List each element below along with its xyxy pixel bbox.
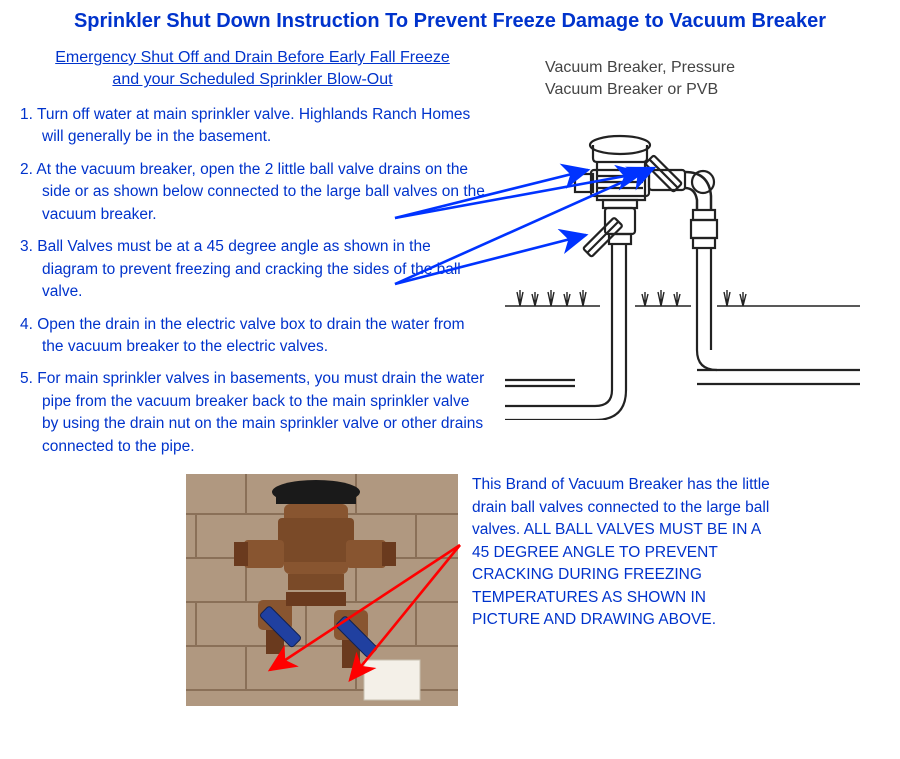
diagram-label-line-2: Vacuum Breaker or PVB: [545, 81, 718, 98]
vacuum-breaker-photo-svg: [186, 474, 458, 706]
instructions-column: Emergency Shut Off and Drain Before Earl…: [20, 47, 485, 468]
bottom-row: This Brand of Vacuum Breaker has the lit…: [20, 474, 880, 706]
pvb-diagram: [505, 110, 860, 420]
photo-caption: This Brand of Vacuum Breaker has the lit…: [472, 474, 772, 706]
content-row: Emergency Shut Off and Drain Before Earl…: [20, 47, 880, 468]
subtitle-line-2: and your Scheduled Sprinkler Blow-Out: [112, 71, 392, 88]
subtitle-line-1: Emergency Shut Off and Drain Before Earl…: [55, 49, 450, 66]
step-5: 5. For main sprinkler valves in basement…: [20, 368, 485, 458]
page-title: Sprinkler Shut Down Instruction To Preve…: [20, 10, 880, 33]
vacuum-breaker-photo: [186, 474, 458, 706]
step-1: 1. Turn off water at main sprinkler valv…: [20, 104, 485, 149]
diagram-column: Vacuum Breaker, Pressure Vacuum Breaker …: [505, 47, 860, 468]
diagram-label-line-1: Vacuum Breaker, Pressure: [545, 59, 735, 76]
pvb-diagram-svg: [505, 110, 860, 420]
diagram-label: Vacuum Breaker, Pressure Vacuum Breaker …: [505, 57, 860, 102]
subtitle: Emergency Shut Off and Drain Before Earl…: [20, 47, 485, 92]
step-2: 2. At the vacuum breaker, open the 2 lit…: [20, 159, 485, 226]
step-3: 3. Ball Valves must be at a 45 degree an…: [20, 236, 485, 303]
step-4: 4. Open the drain in the electric valve …: [20, 314, 485, 359]
